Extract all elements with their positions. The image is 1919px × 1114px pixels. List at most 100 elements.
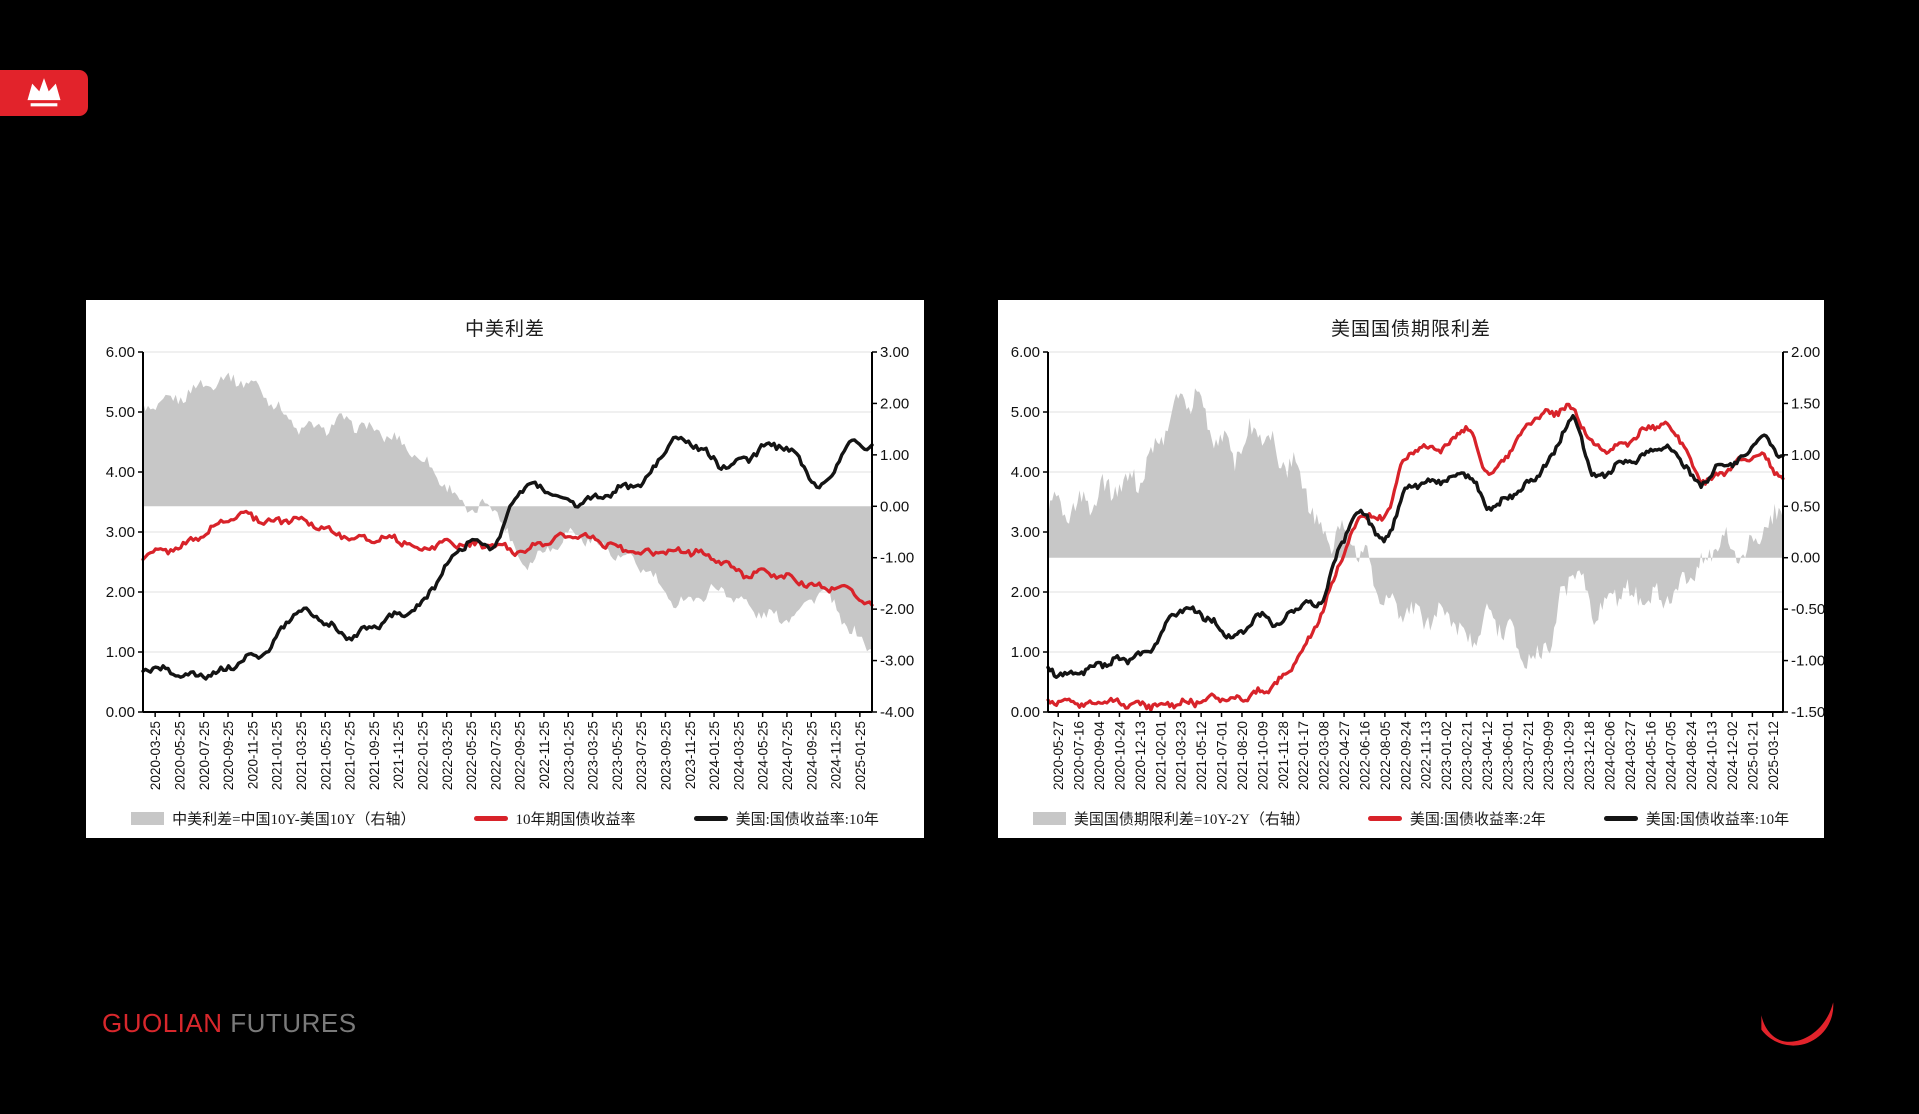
svg-text:2020-12-13: 2020-12-13 bbox=[1133, 721, 1148, 790]
svg-text:2022-11-13: 2022-11-13 bbox=[1419, 721, 1434, 789]
chart-title: 中美利差 bbox=[464, 319, 545, 340]
legend-label: 美国:国债收益率:10年 bbox=[1645, 812, 1790, 828]
svg-text:2024-03-27: 2024-03-27 bbox=[1623, 721, 1638, 790]
svg-text:2024-12-02: 2024-12-02 bbox=[1725, 721, 1740, 790]
svg-text:2024-07-05: 2024-07-05 bbox=[1664, 721, 1679, 790]
red-line-swatch-icon bbox=[473, 816, 508, 821]
svg-text:4.00: 4.00 bbox=[106, 464, 135, 481]
legend-item: 美国国债期限利差=10Y-2Y（右轴） bbox=[1032, 808, 1310, 829]
chart-legend: 美国国债期限利差=10Y-2Y（右轴） 美国:国债收益率:2年 美国:国债收益率… bbox=[998, 808, 1824, 829]
svg-text:2023-09-25: 2023-09-25 bbox=[658, 721, 673, 790]
right-axis-labels: 3.00 2.00 1.00 0.00 -1.00 -2.00 -3.00 -4.00 bbox=[872, 344, 914, 721]
svg-text:2024-05-25: 2024-05-25 bbox=[756, 721, 771, 790]
svg-text:2020-07-25: 2020-07-25 bbox=[197, 721, 212, 790]
svg-text:2023-11-25: 2023-11-25 bbox=[683, 721, 698, 789]
svg-text:2023-12-18: 2023-12-18 bbox=[1582, 721, 1597, 790]
svg-text:2024-11-25: 2024-11-25 bbox=[829, 721, 844, 789]
area-swatch-icon bbox=[1032, 812, 1066, 825]
svg-text:2021-05-12: 2021-05-12 bbox=[1194, 721, 1209, 790]
svg-text:2022-09-24: 2022-09-24 bbox=[1398, 721, 1413, 791]
brand-guolian: GUOLIAN bbox=[102, 1008, 223, 1038]
legend-label: 10年期国债收益率 bbox=[515, 812, 636, 828]
svg-text:2024-09-25: 2024-09-25 bbox=[804, 721, 819, 790]
svg-text:2021-09-25: 2021-09-25 bbox=[367, 721, 382, 790]
svg-text:2022-11-25: 2022-11-25 bbox=[537, 721, 552, 789]
svg-text:2023-04-12: 2023-04-12 bbox=[1480, 721, 1495, 790]
footer-brand: GUOLIAN FUTURES bbox=[102, 1008, 357, 1039]
svg-text:6.00: 6.00 bbox=[106, 344, 135, 361]
chart-panel-china-us-spread: 中美利差 6.00 5.00 4.00 3.00 2.00 1.00 0.00 3.00 2.0… bbox=[86, 300, 924, 838]
svg-text:2024-02-06: 2024-02-06 bbox=[1602, 721, 1617, 790]
svg-text:-0.50: -0.50 bbox=[1791, 601, 1824, 618]
chart-title: 美国国债期限利差 bbox=[1330, 319, 1491, 340]
svg-text:2021-01-25: 2021-01-25 bbox=[270, 721, 285, 790]
svg-text:-3.00: -3.00 bbox=[880, 653, 914, 670]
svg-text:2021-08-20: 2021-08-20 bbox=[1235, 721, 1250, 790]
svg-text:2023-06-01: 2023-06-01 bbox=[1500, 721, 1515, 790]
chart-legend: 中美利差=中国10Y-美国10Y（右轴） 10年期国债收益率 美国:国债收益率:… bbox=[86, 808, 924, 829]
svg-text:0.50: 0.50 bbox=[1791, 498, 1820, 515]
svg-text:2021-03-23: 2021-03-23 bbox=[1174, 721, 1189, 790]
svg-text:1.00: 1.00 bbox=[880, 447, 909, 464]
legend-item: 美国:国债收益率:2年 bbox=[1367, 808, 1546, 829]
svg-text:1.00: 1.00 bbox=[1011, 644, 1040, 661]
svg-text:2022-03-25: 2022-03-25 bbox=[440, 721, 455, 790]
svg-text:0.00: 0.00 bbox=[106, 704, 135, 721]
svg-text:2023-01-02: 2023-01-02 bbox=[1439, 721, 1454, 790]
svg-text:3.00: 3.00 bbox=[1011, 524, 1040, 541]
line-series-black bbox=[1046, 414, 1785, 679]
left-axis-labels: 6.00 5.00 4.00 3.00 2.00 1.00 0.00 bbox=[106, 344, 143, 721]
svg-text:2021-07-25: 2021-07-25 bbox=[343, 721, 358, 790]
x-axis-labels: 2020-05-27 2020-07-16 2020-09-04 2020-10-24… bbox=[1051, 712, 1781, 790]
svg-text:2021-07-01: 2021-07-01 bbox=[1215, 721, 1230, 790]
svg-text:2021-03-25: 2021-03-25 bbox=[294, 721, 309, 790]
svg-text:2023-10-29: 2023-10-29 bbox=[1562, 721, 1577, 790]
legend-item: 美国:国债收益率:10年 bbox=[1603, 808, 1790, 829]
svg-text:2023-07-21: 2023-07-21 bbox=[1521, 721, 1536, 790]
svg-text:5.00: 5.00 bbox=[1011, 404, 1040, 421]
svg-text:2025-01-21: 2025-01-21 bbox=[1745, 721, 1760, 790]
svg-text:2023-02-21: 2023-02-21 bbox=[1460, 721, 1475, 790]
svg-text:6.00: 6.00 bbox=[1011, 344, 1040, 361]
svg-text:2.00: 2.00 bbox=[880, 395, 909, 412]
svg-text:2020-05-27: 2020-05-27 bbox=[1051, 721, 1066, 790]
legend-item: 美国:国债收益率:10年 bbox=[693, 808, 879, 829]
svg-text:0.00: 0.00 bbox=[1011, 704, 1040, 721]
black-line-swatch-icon bbox=[1603, 816, 1638, 821]
legend-label: 美国:国债收益率:2年 bbox=[1409, 812, 1546, 828]
svg-text:2022-08-05: 2022-08-05 bbox=[1378, 721, 1393, 790]
left-axis-labels: 6.00 5.00 4.00 3.00 2.00 1.00 0.00 bbox=[1011, 344, 1048, 721]
brand-futures: FUTURES bbox=[230, 1008, 357, 1038]
svg-text:-1.00: -1.00 bbox=[880, 550, 914, 567]
chart-panel-us-term-spread: 美国国债期限利差 6.00 5.00 4.00 3.00 2.00 1.00 0.00 2.0… bbox=[998, 300, 1824, 838]
svg-text:4.00: 4.00 bbox=[1011, 464, 1040, 481]
brand-tab bbox=[0, 70, 88, 116]
svg-text:2024-08-24: 2024-08-24 bbox=[1684, 721, 1699, 791]
svg-text:2.00: 2.00 bbox=[1791, 344, 1820, 361]
svg-text:1.00: 1.00 bbox=[106, 644, 135, 661]
svg-text:2022-07-25: 2022-07-25 bbox=[488, 721, 503, 790]
svg-text:3.00: 3.00 bbox=[106, 524, 135, 541]
svg-text:2021-05-25: 2021-05-25 bbox=[318, 721, 333, 790]
chart-plot: 6.00 5.00 4.00 3.00 2.00 1.00 0.00 3.00 2.00 1.00… bbox=[106, 344, 914, 790]
svg-text:2020-09-25: 2020-09-25 bbox=[221, 721, 236, 790]
svg-text:2025-01-25: 2025-01-25 bbox=[853, 721, 868, 790]
svg-text:3.00: 3.00 bbox=[880, 344, 909, 361]
svg-text:-1.00: -1.00 bbox=[1791, 653, 1824, 670]
line-series-black bbox=[141, 435, 874, 681]
svg-text:2024-03-25: 2024-03-25 bbox=[731, 721, 746, 790]
svg-text:5.00: 5.00 bbox=[106, 404, 135, 421]
svg-text:2.00: 2.00 bbox=[1011, 584, 1040, 601]
svg-text:2023-07-25: 2023-07-25 bbox=[634, 721, 649, 790]
svg-text:2022-01-17: 2022-01-17 bbox=[1296, 721, 1311, 790]
svg-text:2025-03-12: 2025-03-12 bbox=[1766, 721, 1781, 790]
svg-text:2022-09-25: 2022-09-25 bbox=[513, 721, 528, 790]
svg-text:2023-05-25: 2023-05-25 bbox=[610, 721, 625, 790]
area-swatch-icon bbox=[131, 812, 165, 825]
line-series-red bbox=[1046, 402, 1785, 712]
svg-text:0.00: 0.00 bbox=[1791, 550, 1820, 567]
svg-text:2023-03-25: 2023-03-25 bbox=[586, 721, 601, 790]
crown-icon bbox=[27, 78, 61, 107]
right-axis-labels: 2.00 1.50 1.00 0.50 0.00 -0.50 -1.00 -1.50 bbox=[1783, 344, 1824, 721]
